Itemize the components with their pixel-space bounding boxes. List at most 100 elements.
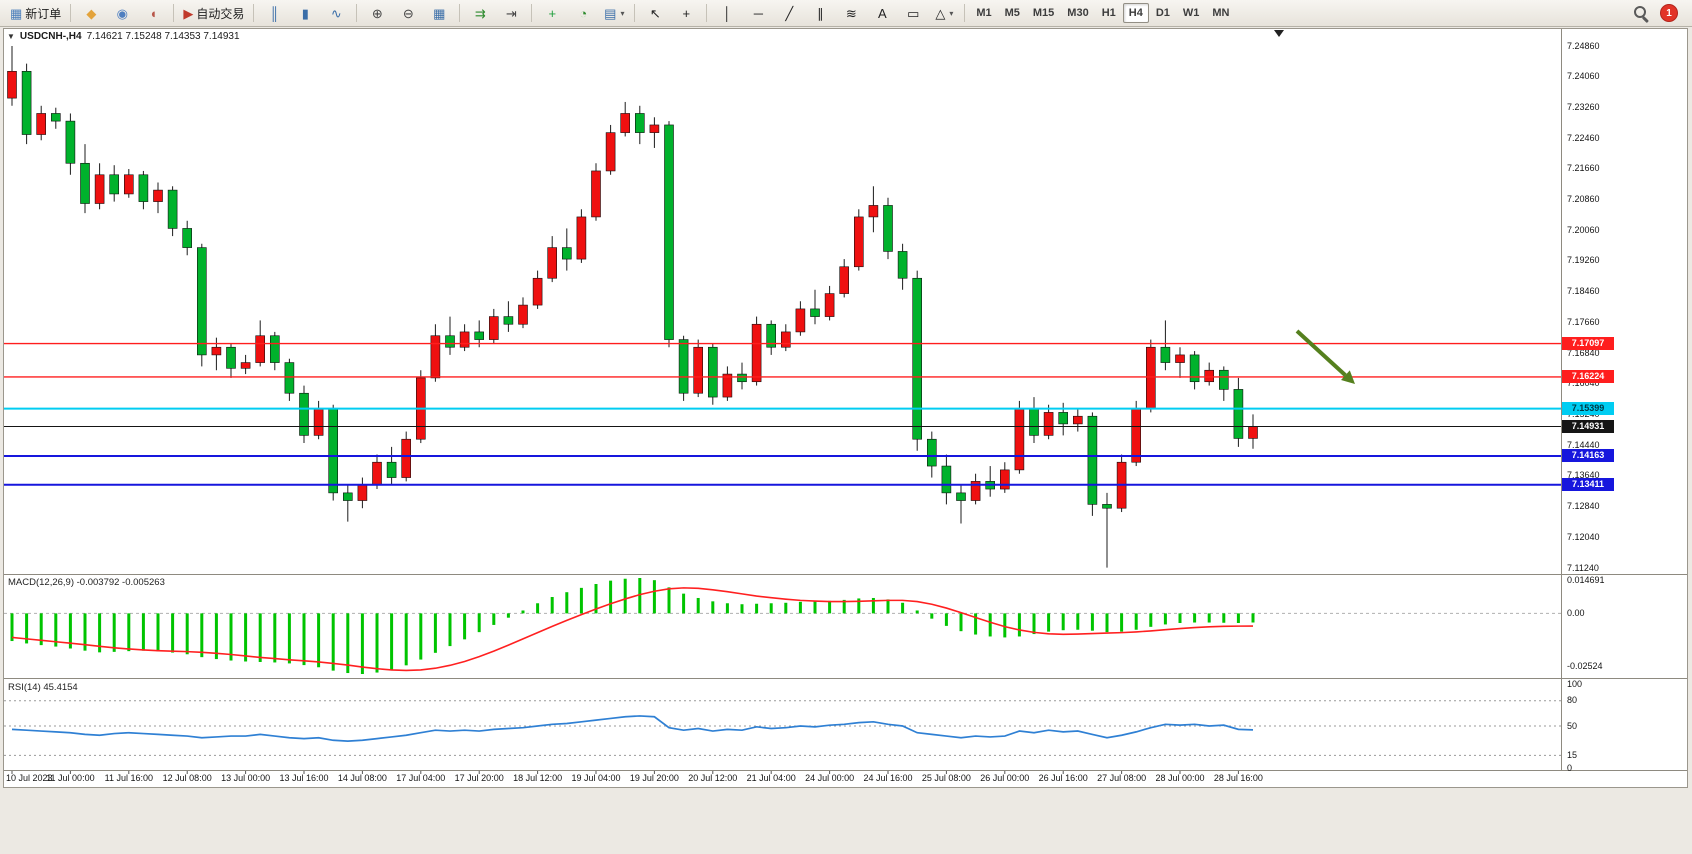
notifications-badge[interactable]: 1: [1660, 4, 1678, 22]
zoom-out-icon: ⊖: [402, 5, 414, 21]
pane-separator-rsi[interactable]: [4, 678, 1687, 679]
bid-price-line-tag: 7.14931: [1562, 420, 1614, 434]
one-click-trading-toggle[interactable]: ▼: [7, 32, 15, 41]
timeframe-d1[interactable]: D1: [1155, 7, 1170, 19]
support-icon[interactable]: ◖: [138, 1, 168, 25]
price-axis-label: 7.23260: [1567, 101, 1600, 112]
rsi-axis-label: 100: [1567, 678, 1583, 689]
top-toolbar: ▦ 新订单 ◆ ◉ ◖ ▶ 自动交易 ║ ▮ ∿ ⊕ ⊖ ▦ ⇉ ⇥ + ◔ ▤ ▾ ↖ + │ ─ ╱ ∥ ≋ A ▭ △ ▾ M1 M5 M…: [0, 0, 1692, 27]
toolbar-separator: [173, 4, 175, 22]
search-icon-circle: [1634, 6, 1646, 18]
line-chart-icon[interactable]: ∿: [321, 1, 351, 25]
toolbar-separator: [70, 4, 72, 22]
candles-group: [7, 46, 1258, 568]
trend-arrow[interactable]: [1295, 329, 1355, 384]
time-axis-label: 13 Jul 00:00: [221, 773, 271, 783]
channel-icon[interactable]: ∥: [805, 1, 835, 25]
horizontal-line-icon[interactable]: ─: [743, 1, 773, 25]
profile-icon: ◉: [116, 5, 128, 21]
chart-shift-icon[interactable]: ⇥: [496, 1, 526, 25]
auto-scroll-icon: ⇉: [474, 5, 486, 21]
time-axis-label: 12 Jul 08:00: [162, 773, 212, 783]
vertical-line-icon[interactable]: │: [712, 1, 742, 25]
metaeditor-icon[interactable]: ◆: [76, 1, 106, 25]
templates-icon: ▤: [604, 5, 617, 21]
periods-icon: ◔: [579, 5, 588, 21]
tile-windows-icon[interactable]: ▦: [424, 1, 454, 25]
shapes-icon: △: [935, 5, 946, 21]
crosshair-icon[interactable]: +: [671, 1, 701, 25]
text-icon[interactable]: A: [867, 1, 897, 25]
new-order-button[interactable]: ▦ 新订单: [6, 1, 65, 25]
horizontal-level-lines: [4, 342, 1561, 486]
auto-scroll-icon[interactable]: ⇉: [465, 1, 495, 25]
time-axis-label: 18 Jul 12:00: [513, 773, 563, 783]
cursor-icon[interactable]: ↖: [640, 1, 670, 25]
toolbar-separator: [706, 4, 708, 22]
time-axis-label: 19 Jul 20:00: [629, 773, 679, 783]
time-axis-label: 13 Jul 16:00: [279, 773, 329, 783]
timeframe-m30[interactable]: M30: [1067, 7, 1089, 19]
time-axis-label: 27 Jul 08:00: [1097, 773, 1147, 783]
price-axis-label: 7.20060: [1567, 224, 1600, 235]
fibonacci-icon[interactable]: ≋: [836, 1, 866, 25]
zoom-out-icon[interactable]: ⊖: [393, 1, 423, 25]
macd-axis-label: -0.02524: [1567, 660, 1603, 671]
toolbar-separator: [356, 4, 358, 22]
price-axis-label: 7.17660: [1567, 316, 1600, 327]
time-axis-label: 10 Jul 2023: [6, 773, 53, 783]
price-axis-label: 7.13640: [1567, 470, 1600, 481]
time-axis-label: 17 Jul 20:00: [454, 773, 504, 783]
time-axis-label: 24 Jul 16:00: [863, 773, 913, 783]
new-order-button: ▦: [10, 5, 23, 21]
time-axis-label: 11 Jul 16:00: [104, 773, 153, 783]
toolbar-separator: [253, 4, 255, 22]
rsi-pane: [4, 700, 1561, 756]
line-chart-icon: ∿: [330, 5, 342, 21]
tile-windows-icon: ▦: [433, 5, 446, 21]
time-axis-label: 26 Jul 00:00: [980, 773, 1030, 783]
toolbar-separator: [459, 4, 461, 22]
periods-icon[interactable]: ◔: [568, 1, 598, 25]
candlestick-chart-icon: ▮: [301, 5, 309, 21]
chart-shift-icon: ⇥: [505, 5, 517, 21]
zoom-in-icon: ⊕: [371, 5, 383, 21]
crosshair-icon: +: [682, 5, 691, 21]
timeframe-m15[interactable]: M15: [1032, 7, 1055, 19]
price-axis-label: 7.12840: [1567, 501, 1600, 512]
shapes-icon[interactable]: △ ▾: [929, 1, 959, 25]
chevron-down-icon: ▾: [949, 8, 954, 18]
bar-chart-icon[interactable]: ║: [259, 1, 289, 25]
rsi-axis-label: 80: [1567, 695, 1578, 706]
time-axis-label: 21 Jul 04:00: [746, 773, 796, 783]
candlestick-chart-icon[interactable]: ▮: [290, 1, 320, 25]
rsi-axis-label: 50: [1567, 720, 1578, 731]
support-line-cyan-tag: 7.15399: [1562, 402, 1614, 416]
support-line-blue-1-tag: 7.14163: [1562, 449, 1614, 463]
timeframe-m1[interactable]: M1: [976, 7, 992, 19]
time-axis-label: 28 Jul 16:00: [1213, 773, 1263, 783]
timeframe-h4[interactable]: H4: [1122, 3, 1149, 23]
timeframe-mn[interactable]: MN: [1212, 7, 1230, 19]
chart-symbol-period: USDCNH-,H4: [19, 31, 82, 42]
macd-pane: [4, 578, 1561, 674]
trendline-icon[interactable]: ╱: [774, 1, 804, 25]
channel-icon: ∥: [817, 5, 824, 21]
time-axis-label: 24 Jul 00:00: [805, 773, 855, 783]
arrow-label-icon[interactable]: ▭: [898, 1, 928, 25]
timeframe-h1[interactable]: H1: [1101, 7, 1116, 19]
zoom-in-icon[interactable]: ⊕: [362, 1, 392, 25]
templates-icon[interactable]: ▤ ▾: [599, 1, 629, 25]
auto-trading-button[interactable]: ▶ 自动交易: [179, 1, 248, 25]
timeframe-m5[interactable]: M5: [1004, 7, 1020, 19]
window-bottom-area: [0, 789, 1692, 854]
search-icon[interactable]: [1632, 4, 1650, 23]
profile-icon[interactable]: ◉: [107, 1, 137, 25]
time-axis-label: 26 Jul 16:00: [1038, 773, 1088, 783]
new-order-button-label: 新订单: [25, 6, 62, 21]
indicators-icon[interactable]: +: [537, 1, 567, 25]
time-axis-label: 14 Jul 08:00: [337, 773, 387, 783]
timeframe-w1[interactable]: W1: [1182, 7, 1200, 19]
pane-separator-macd[interactable]: [4, 574, 1687, 575]
